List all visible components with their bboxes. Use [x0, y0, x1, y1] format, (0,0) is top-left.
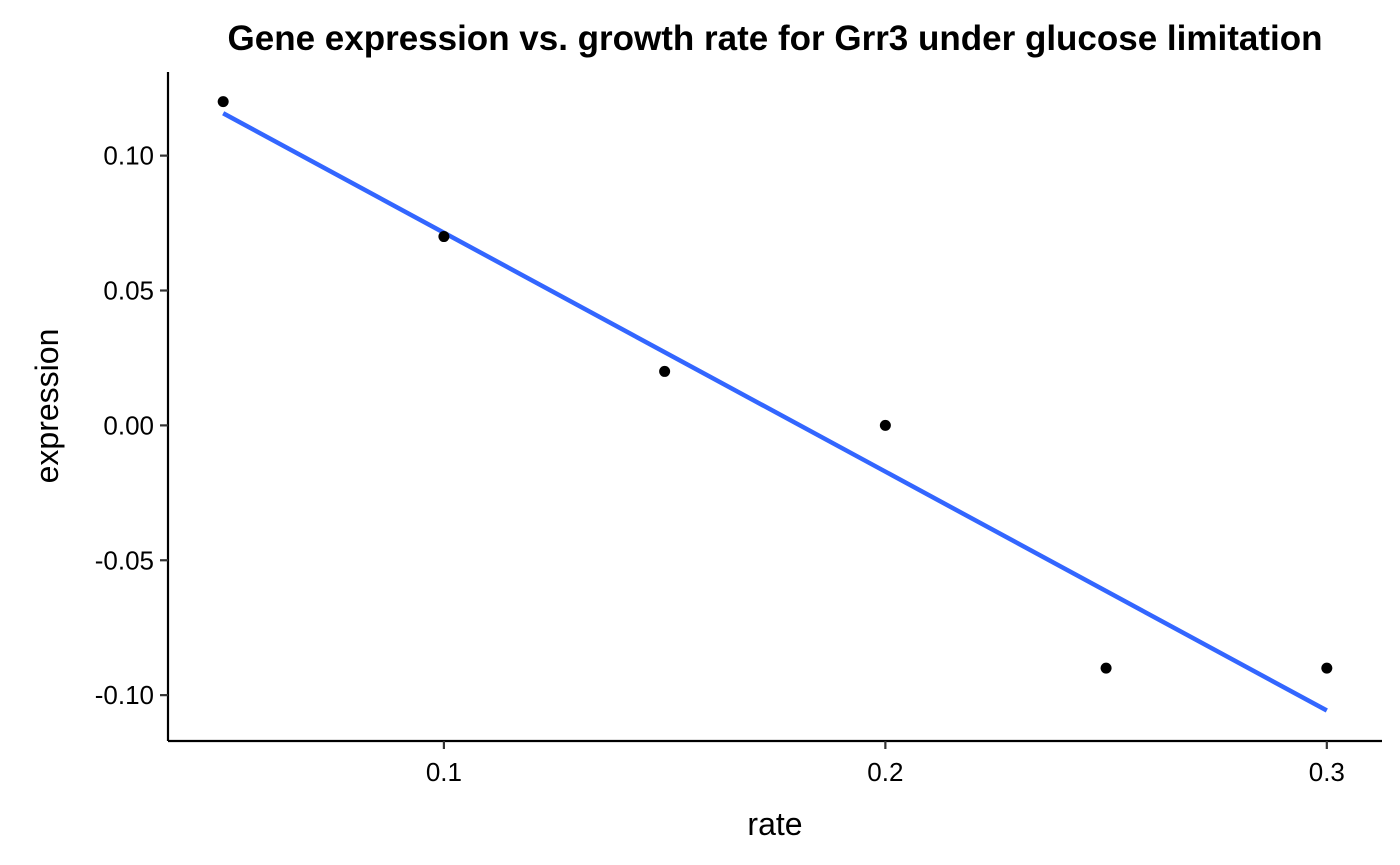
fit-line [222, 111, 1328, 713]
y-tick-label: 0.05 [103, 276, 154, 306]
x-tick-label: 0.3 [1309, 757, 1345, 787]
axes: 0.10 0.05 0.00 -0.05 -0.10 0.1 0.2 0.3 [95, 72, 1382, 787]
x-tick-label: 0.2 [867, 757, 903, 787]
y-tick-label: 0.10 [103, 141, 154, 171]
y-tick-label: -0.10 [95, 680, 154, 710]
x-axis-title: rate [747, 806, 802, 842]
data-point [217, 96, 229, 108]
x-tick-label: 0.1 [426, 757, 462, 787]
data-point [1321, 662, 1333, 674]
data-point [879, 419, 891, 431]
y-tick-label: 0.00 [103, 410, 154, 440]
chart-title: Gene expression vs. growth rate for Grr3… [228, 19, 1323, 58]
y-tick-label: -0.05 [95, 545, 154, 575]
plot-area [217, 96, 1333, 713]
data-point [659, 365, 671, 377]
data-point [1100, 662, 1112, 674]
y-axis-title: expression [29, 329, 65, 484]
data-point [438, 231, 450, 243]
